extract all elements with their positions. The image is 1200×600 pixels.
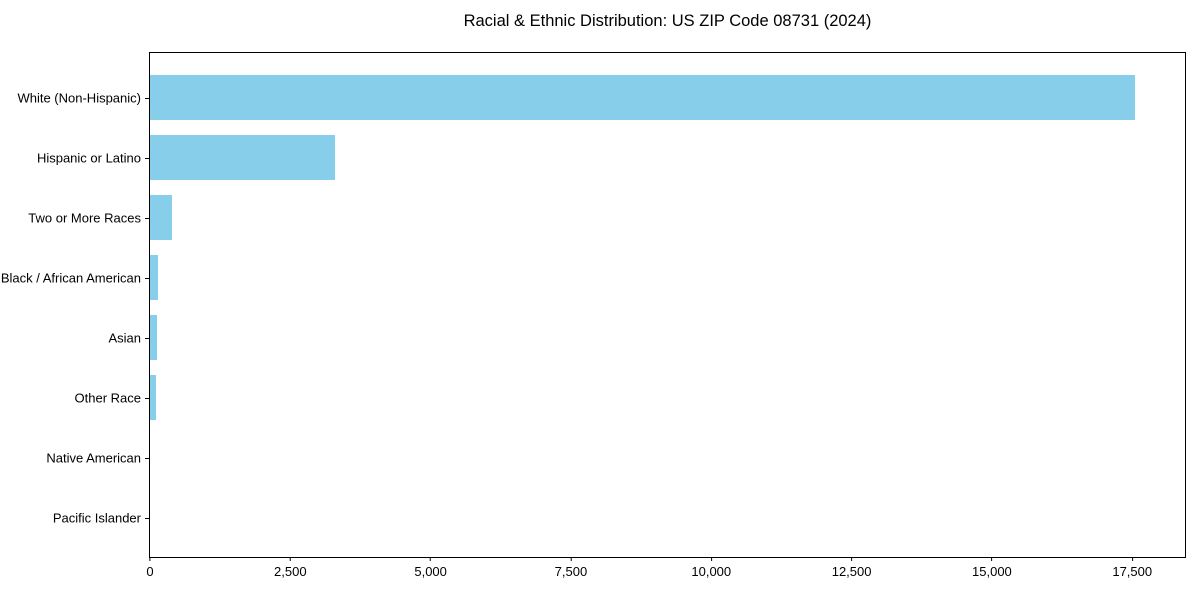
x-tick-label: 0	[146, 564, 154, 579]
bar-row: Two or More Races	[28, 188, 1185, 248]
x-tick-mark	[289, 557, 291, 561]
bar-row: Pacific Islander	[53, 488, 1185, 548]
bar	[150, 375, 157, 420]
x-tick: 15,000	[972, 557, 1012, 579]
bar	[150, 195, 173, 240]
bar	[150, 75, 1136, 120]
bar-row: Native American	[46, 428, 1185, 488]
plot-area: White (Non-Hispanic) Hispanic or Latino Tw…	[1, 52, 1186, 579]
bar-row: Hispanic or Latino	[37, 128, 1185, 188]
x-tick: 5,000	[414, 557, 447, 579]
y-tick-mark	[145, 518, 149, 519]
bar-row: White (Non-Hispanic)	[17, 68, 1185, 128]
category-label: Pacific Islander	[52, 510, 141, 526]
x-axis-ticks: 0 2,500 5,000 7,500 10,000 12,500 15,000 17,500	[146, 557, 1185, 587]
y-tick-mark	[145, 398, 149, 399]
bar-rows-container: White (Non-Hispanic) Hispanic or Latino Tw…	[1, 53, 1185, 557]
x-tick-mark	[570, 557, 572, 561]
x-tick-label: 7,500	[554, 564, 588, 579]
x-tick-label: 17,500	[1112, 564, 1153, 579]
y-tick-mark	[145, 218, 149, 219]
x-tick: 12,500	[831, 557, 872, 579]
x-tick-label: 15,000	[972, 564, 1012, 579]
x-tick: 0	[146, 557, 154, 579]
bar	[150, 315, 158, 360]
category-label: White (Non-Hispanic)	[17, 90, 141, 106]
x-tick-mark	[851, 557, 853, 561]
x-tick: 7,500	[554, 557, 588, 579]
bar	[150, 135, 336, 180]
y-tick-mark	[145, 338, 149, 339]
category-label: Black / African American	[0, 270, 141, 286]
x-tick-label: 5,000	[414, 564, 447, 579]
x-tick-label: 2,500	[274, 564, 307, 579]
x-tick-mark	[430, 557, 432, 561]
bar-row: Black / African American	[1, 248, 1185, 308]
category-label: Two or More Races	[28, 210, 141, 226]
x-tick-mark	[991, 557, 993, 561]
category-label: Native American	[46, 450, 141, 466]
y-tick-mark	[145, 158, 149, 159]
bar-row: Asian	[108, 308, 1185, 368]
x-tick: 10,000	[691, 557, 731, 579]
x-tick-label: 12,500	[831, 564, 872, 579]
x-tick-label: 10,000	[691, 564, 732, 579]
x-tick-mark	[149, 557, 151, 561]
bar-row: Other Race	[75, 368, 1185, 428]
x-tick-mark	[710, 557, 712, 561]
y-tick-mark	[145, 458, 149, 459]
y-tick-mark	[145, 98, 149, 99]
x-tick-mark	[1131, 557, 1133, 561]
category-label: Hispanic or Latino	[36, 150, 141, 166]
category-label: Asian	[108, 330, 141, 346]
x-tick: 2,500	[274, 557, 307, 579]
y-tick-mark	[145, 278, 149, 279]
bar	[150, 255, 158, 300]
chart-title: Racial & Ethnic Distribution: US ZIP Cod…	[463, 12, 872, 30]
x-tick: 17,500	[1112, 557, 1152, 579]
category-label: Other Race	[74, 390, 141, 406]
